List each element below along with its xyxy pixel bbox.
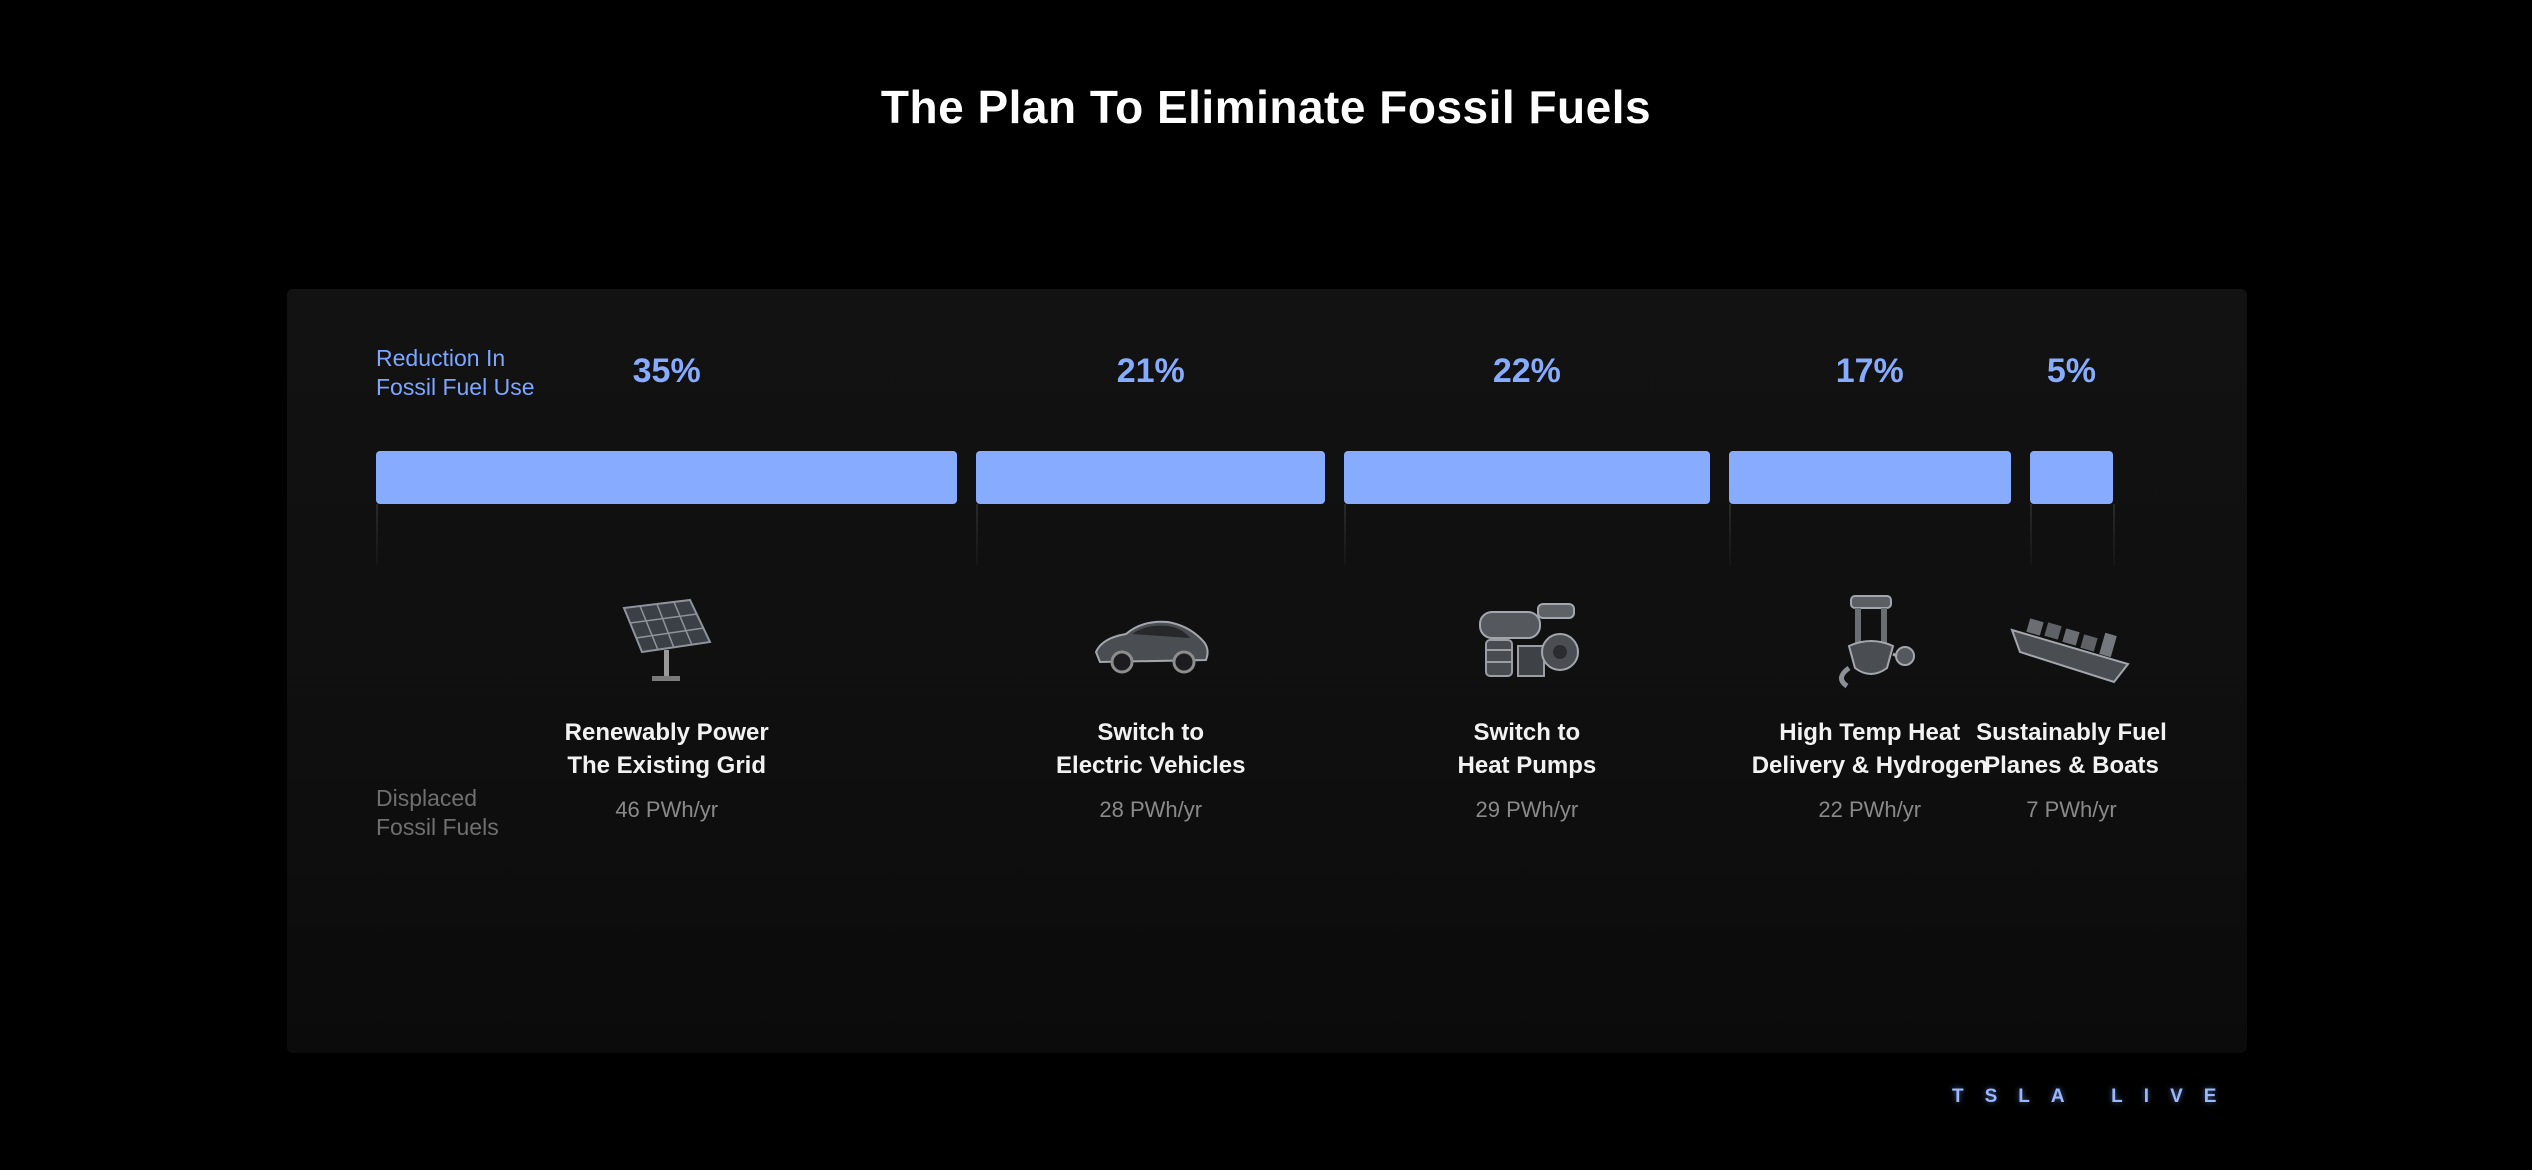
slide-title: The Plan To Eliminate Fossil Fuels <box>880 81 1652 133</box>
segment-tick-3 <box>1344 504 1347 566</box>
segment-tick-4 <box>1728 504 1731 566</box>
category-label-line2: The Existing Grid <box>567 752 767 779</box>
chart-panel <box>287 289 2247 1053</box>
bar-segment-4 <box>1728 451 2011 504</box>
percent-label-3: 22% <box>1492 352 1561 390</box>
category-label-line1: Sustainably Fuel <box>1976 719 2167 746</box>
percent-label-2: 21% <box>1116 352 1185 390</box>
cargo-ship-icon <box>2006 590 2136 690</box>
bar-segment-2 <box>976 451 1326 504</box>
category-label-4: High Temp Heat Delivery & Hydrogen <box>1752 716 1988 782</box>
percent-label-1: 35% <box>632 352 701 390</box>
watermark-logo: TSLA LIVE <box>1952 1086 2238 1107</box>
category-label-line1: Switch to <box>1473 719 1581 746</box>
category-label-line2: Heat Pumps <box>1457 752 1597 779</box>
category-label-line1: Renewably Power <box>564 719 769 746</box>
category-label-line2: Planes & Boats <box>1984 752 2159 779</box>
displaced-row-label-line1: Displaced <box>376 785 477 811</box>
heat-pump-icon <box>1462 590 1592 690</box>
percent-label-5: 5% <box>2046 352 2097 390</box>
displaced-value-1: 46 PWh/yr <box>615 797 719 822</box>
percent-label-4: 17% <box>1835 352 1904 390</box>
displaced-value-3: 29 PWh/yr <box>1475 797 1579 822</box>
category-label-3: Switch to Heat Pumps <box>1458 716 1597 782</box>
industrial-heat-icon <box>1805 590 1935 690</box>
displaced-value-4: 22 PWh/yr <box>1818 797 1922 822</box>
category-label-line2: Delivery & Hydrogen <box>1751 752 1988 779</box>
category-label-1: Renewably Power The Existing Grid <box>565 716 769 782</box>
category-label-2: Switch to Electric Vehicles <box>1056 716 1245 782</box>
category-label-line1: High Temp Heat <box>1779 719 1961 746</box>
electric-car-icon <box>1086 590 1216 690</box>
category-label-line1: Switch to <box>1097 719 1205 746</box>
category-label-line2: Electric Vehicles <box>1056 752 1246 779</box>
solar-panel-icon <box>602 590 732 690</box>
segment-tick-2 <box>976 504 979 566</box>
reduction-row-label-line1: Reduction In <box>376 345 506 371</box>
category-label-5: Sustainably Fuel Planes & Boats <box>1976 716 2167 782</box>
displaced-value-5: 7 PWh/yr <box>2026 797 2117 822</box>
bar-segment-3 <box>1344 451 1710 504</box>
bar-segment-5 <box>2029 451 2113 504</box>
segment-tick-end <box>2113 504 2115 566</box>
segment-tick-5 <box>2029 504 2032 566</box>
bar-segment-1 <box>376 451 958 504</box>
displaced-row-label-line2: Fossil Fuels <box>376 814 499 840</box>
displaced-row-label: Displaced Fossil Fuels <box>376 784 499 842</box>
segment-tick-1 <box>376 504 378 566</box>
displaced-value-2: 28 PWh/yr <box>1099 797 1203 822</box>
reduction-row-label: Reduction In Fossil Fuel Use <box>376 344 534 402</box>
reduction-row-label-line2: Fossil Fuel Use <box>376 374 535 400</box>
